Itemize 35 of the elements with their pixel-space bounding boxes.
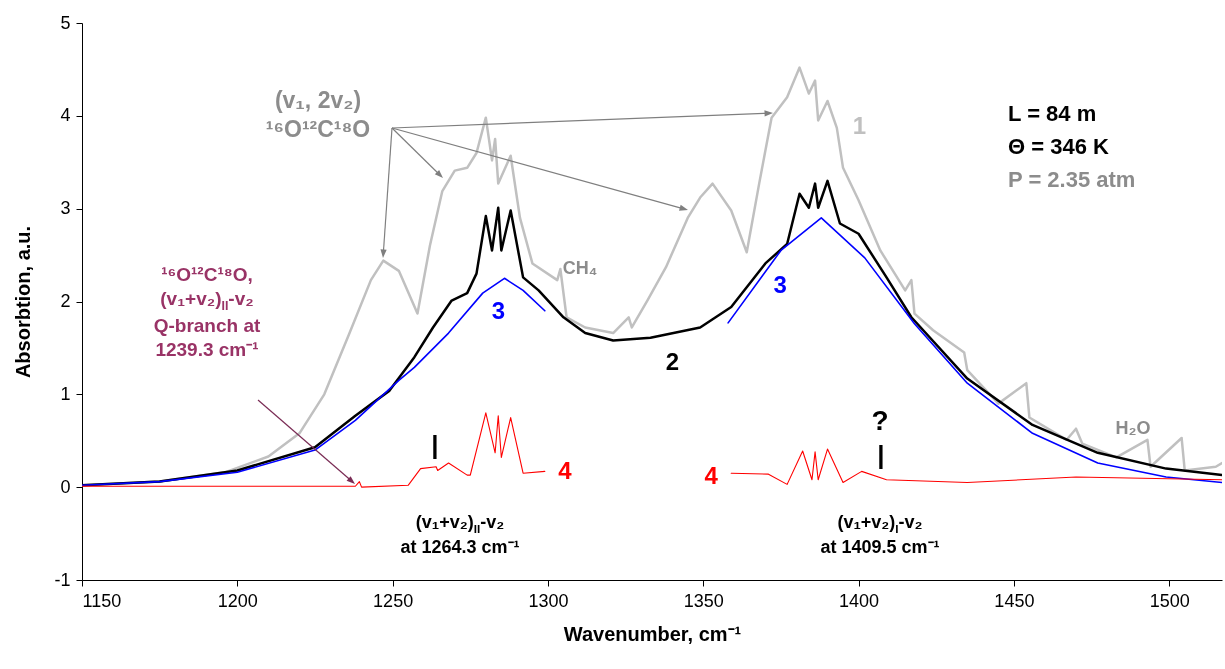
series-label: 3 <box>773 269 787 300</box>
x-axis-title: Wavenumber, cm⁻¹ <box>563 622 742 645</box>
annotation: ? <box>871 403 889 438</box>
y-tick-label: 0 <box>60 476 71 497</box>
y-tick-label: 1 <box>60 383 71 404</box>
y-tick-label: -1 <box>54 569 71 590</box>
x-tick-label: 1500 <box>1149 590 1190 611</box>
y-tick-label: 4 <box>60 105 71 126</box>
annotation: (v₁, 2v₂) ¹⁶O¹²C¹⁸O <box>265 86 371 144</box>
annotation: | <box>877 438 885 472</box>
x-tick-label: 1200 <box>217 590 258 611</box>
y-tick-label: 2 <box>60 291 71 311</box>
annotation: ¹⁶O¹²C¹⁸O, (v₁+v₂)$_{II}$-v₂ Q-branch at 1239.3 cm⁻¹ <box>153 262 261 362</box>
x-tick-label: 1350 <box>683 590 724 611</box>
text: 4 <box>704 462 718 490</box>
x-tick-label: 1250 <box>373 590 414 611</box>
y-tick-label: 5 <box>60 12 71 33</box>
annotation: (v₁+v₂)$_{I}$-v₂ at 1409.5 cm⁻¹ <box>820 511 940 559</box>
y-axis-title: Absorbtion, a.u. <box>12 225 35 379</box>
y-tick-label: 3 <box>60 198 71 219</box>
x-tick-label: 1450 <box>994 590 1035 611</box>
x-tick-label: 1400 <box>839 590 880 611</box>
x-tick-label: 1300 <box>528 590 569 611</box>
text: 3 <box>491 297 506 325</box>
annotation: | <box>431 428 439 462</box>
series-label: 2 <box>665 346 680 377</box>
annotation: L = 84 m <box>1008 100 1097 128</box>
annotation: (v₁+v₂)$_{II}$-v₂ at 1264.3 cm⁻¹ <box>400 511 520 559</box>
x-tick-label: 1150 <box>82 590 122 611</box>
annotation: Θ = 346 K <box>1008 133 1109 161</box>
annotation: H₂O <box>1115 416 1151 440</box>
annotation: CH₄ <box>562 256 598 280</box>
annotation: P = 2.35 atm <box>1008 166 1136 194</box>
series-label: 4 <box>558 456 572 487</box>
series-label: 1 <box>852 110 867 141</box>
